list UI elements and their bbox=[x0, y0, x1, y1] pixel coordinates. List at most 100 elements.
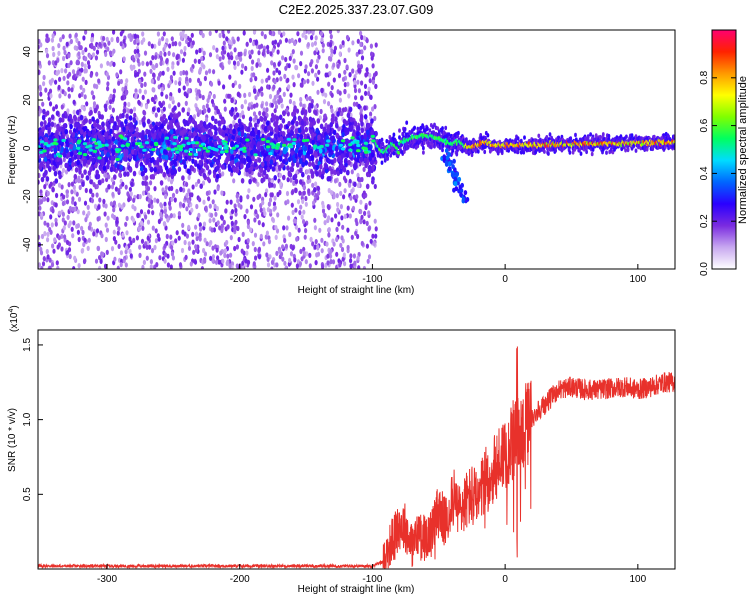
spectrogram-cell bbox=[228, 263, 232, 269]
spectrogram-cell bbox=[332, 241, 336, 247]
spectrogram-cell bbox=[92, 101, 97, 107]
spectrogram-cell bbox=[137, 226, 141, 232]
spectrogram-cell bbox=[279, 76, 283, 82]
spectrogram-cell bbox=[221, 54, 225, 60]
spectrogram-cell bbox=[85, 101, 89, 107]
spectrogram-cell bbox=[299, 101, 303, 107]
spectrogram-cell bbox=[164, 185, 168, 191]
spectrogram-cell bbox=[225, 239, 229, 246]
spectrogram-cell bbox=[365, 243, 369, 249]
spectrogram-cell bbox=[56, 265, 60, 269]
spectrogram-cell bbox=[353, 87, 358, 94]
spectrogram-cell bbox=[208, 52, 213, 58]
spectrogram-cell bbox=[191, 239, 195, 245]
spectrogram-cell bbox=[197, 58, 201, 65]
spectrogram-cell bbox=[46, 222, 50, 228]
spectrogram-cell bbox=[141, 134, 145, 140]
spectrogram-cell bbox=[87, 130, 92, 137]
spectrogram-cell bbox=[179, 70, 183, 76]
spectrogram-marks bbox=[38, 30, 675, 269]
spectrogram-cell bbox=[363, 147, 368, 151]
spectrogram-cell bbox=[346, 127, 350, 134]
spectrogram-cell bbox=[182, 85, 186, 91]
spectrogram-cell bbox=[314, 72, 318, 78]
spectrogram-cell bbox=[229, 123, 233, 130]
spectrogram-cell bbox=[149, 166, 154, 173]
spectrogram-cell bbox=[230, 140, 235, 147]
spectrogram-cell bbox=[181, 32, 185, 38]
spectrogram-cell bbox=[94, 232, 98, 238]
spectrogram-cell bbox=[116, 230, 120, 236]
spectrogram-cell bbox=[295, 162, 300, 168]
spectrogram-cell bbox=[62, 225, 66, 231]
spectrogram-cell bbox=[352, 101, 356, 107]
spectrogram-cell bbox=[211, 254, 215, 260]
spectrogram-cell bbox=[163, 43, 167, 50]
spectrogram-cell bbox=[251, 241, 255, 247]
spectrogram-cell bbox=[303, 68, 307, 74]
spectrogram-cell bbox=[254, 122, 258, 129]
spectrogram-cell bbox=[327, 101, 331, 107]
spectrogram-cell bbox=[139, 165, 144, 172]
spectrogram-cell bbox=[183, 45, 187, 52]
spectrogram-cell bbox=[344, 178, 348, 184]
spectrogram-cell bbox=[202, 146, 207, 150]
spectrogram-cell bbox=[183, 149, 189, 153]
spectrogram-cell bbox=[246, 244, 250, 250]
spectrogram-cell bbox=[311, 182, 315, 188]
spectrogram-cell bbox=[122, 126, 126, 133]
spectrogram-cell bbox=[330, 217, 334, 223]
spectrogram-cell bbox=[329, 122, 334, 128]
spectrogram-cell bbox=[68, 129, 73, 135]
spectrogram-cell bbox=[58, 173, 62, 180]
spectrogram-cell bbox=[145, 255, 149, 261]
spectrogram-cell bbox=[168, 43, 172, 49]
spectrogram-cell bbox=[307, 107, 312, 114]
spectrogram-cell bbox=[168, 200, 172, 207]
spectrogram-cell bbox=[98, 197, 102, 203]
spectrogram-cell bbox=[125, 215, 129, 222]
spectrogram-cell bbox=[194, 224, 198, 230]
spectrogram-cell bbox=[105, 227, 110, 233]
spectrogram-cell bbox=[283, 237, 287, 244]
spectrogram-cell bbox=[310, 98, 314, 105]
spectrogram-cell bbox=[349, 124, 354, 131]
spectrogram-cell bbox=[311, 30, 315, 34]
spectrogram-cell bbox=[39, 199, 44, 205]
spectrogram-cell bbox=[145, 244, 149, 250]
spectrogram-cell bbox=[184, 254, 188, 260]
spectrogram-cell bbox=[263, 211, 267, 217]
spectrogram-cell bbox=[359, 113, 364, 120]
spectrogram-cell bbox=[65, 189, 69, 195]
spectrogram-cell bbox=[130, 127, 134, 133]
spectrogram-cell bbox=[39, 250, 44, 256]
spectrogram-cell bbox=[155, 262, 159, 268]
spectrogram-cell bbox=[227, 59, 231, 65]
spectrogram-cell bbox=[319, 31, 324, 37]
spectrogram-cell bbox=[158, 255, 162, 261]
spectrogram-cell bbox=[141, 190, 146, 196]
spectrogram-cell bbox=[339, 44, 343, 50]
spectrogram-cell bbox=[236, 91, 241, 98]
spectrogram-cell bbox=[72, 266, 76, 269]
spectrogram-cell bbox=[205, 190, 209, 196]
spectrogram-cell bbox=[213, 140, 218, 147]
spectrogram-cell bbox=[256, 91, 260, 97]
spectrogram-cell bbox=[168, 103, 172, 109]
spectrogram-cell bbox=[311, 161, 315, 167]
spectrogram-cell bbox=[175, 150, 180, 154]
spectrogram-cell bbox=[73, 115, 78, 122]
spectrogram-cell bbox=[130, 65, 134, 71]
spectrogram-cell bbox=[183, 239, 187, 246]
spectrogram-cell bbox=[327, 227, 331, 233]
spectrogram-cell bbox=[122, 38, 126, 45]
spectrogram-cell bbox=[242, 136, 246, 142]
spectrogram-cell bbox=[151, 156, 155, 163]
spectrogram-cell bbox=[275, 146, 280, 150]
spectrogram-cell bbox=[220, 190, 224, 196]
spectrogram-cell bbox=[103, 211, 107, 217]
spectrogram-cell bbox=[254, 39, 258, 45]
spectrogram-cell bbox=[129, 36, 133, 43]
spectrogram-cell bbox=[274, 234, 278, 240]
spectrogram-cell bbox=[212, 93, 216, 100]
